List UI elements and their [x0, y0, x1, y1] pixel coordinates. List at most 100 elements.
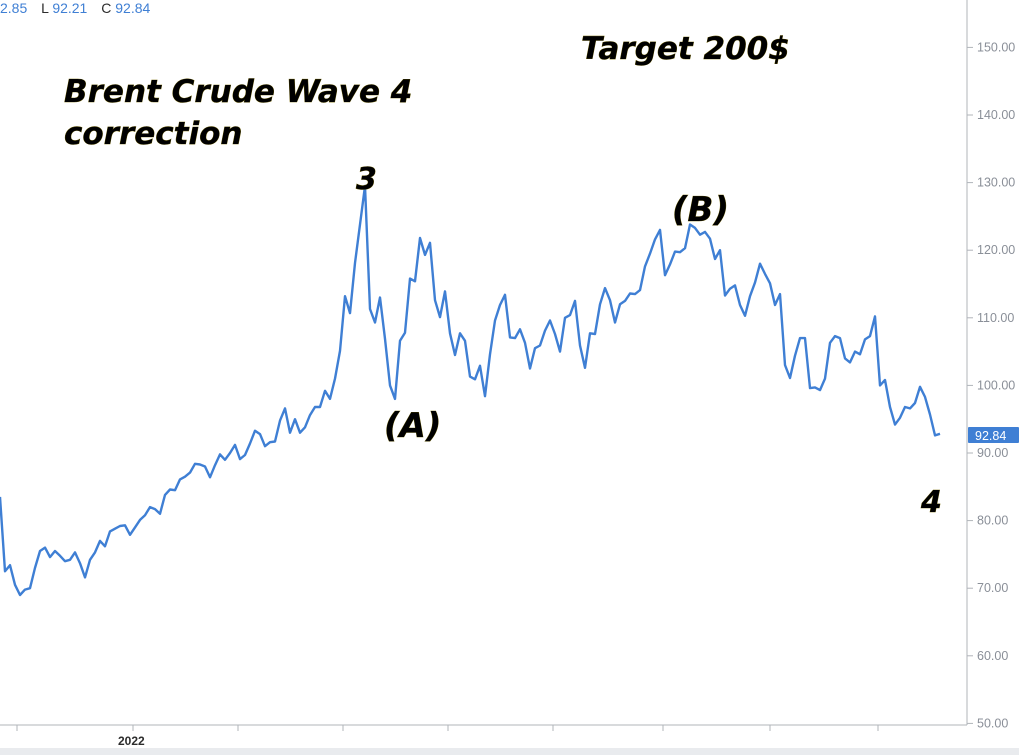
price-point [659, 229, 661, 231]
price-point [89, 559, 91, 561]
price-point [174, 489, 176, 491]
price-point [829, 342, 831, 344]
price-point [244, 454, 246, 456]
price-point [834, 335, 836, 337]
y-tick-label: 80.00 [977, 514, 1008, 528]
price-point [849, 361, 851, 363]
price-point [374, 322, 376, 324]
price-point [539, 345, 541, 347]
price-point [844, 357, 846, 359]
price-point [184, 476, 186, 478]
price-point [99, 540, 101, 542]
price-point [654, 238, 656, 240]
last-price-tag-bg [968, 427, 1019, 443]
price-point [39, 550, 41, 552]
price-point [484, 395, 486, 397]
price-point [764, 273, 766, 275]
price-point [789, 377, 791, 379]
price-point [859, 353, 861, 355]
price-point [514, 337, 516, 339]
y-tick-label: 90.00 [977, 446, 1008, 460]
price-point [679, 251, 681, 253]
low-label: L [41, 0, 49, 16]
price-point [239, 458, 241, 460]
last-price-tag: 92.84 [968, 427, 1019, 443]
price-point [334, 378, 336, 380]
price-point [819, 389, 821, 391]
price-point [44, 547, 46, 549]
price-point [784, 364, 786, 366]
price-point [84, 576, 86, 578]
price-point [404, 332, 406, 334]
price-point [474, 378, 476, 380]
price-point [209, 476, 211, 478]
chart-title-line2: correction [64, 116, 242, 152]
price-point [649, 253, 651, 255]
x-tick-label: 2022 [118, 734, 145, 748]
price-point [199, 464, 201, 466]
price-point [544, 330, 546, 332]
price-point [194, 463, 196, 465]
price-point [639, 289, 641, 291]
price-point [149, 506, 151, 508]
price-point [604, 287, 606, 289]
price-point [439, 316, 441, 318]
y-tick-label: 120.00 [977, 243, 1015, 257]
price-point [299, 432, 301, 434]
close-label: C [101, 0, 111, 16]
price-point [509, 336, 511, 338]
price-point [114, 528, 116, 530]
price-point [159, 513, 161, 515]
bottom-scrollbar-track[interactable] [0, 748, 1019, 755]
price-point [429, 242, 431, 244]
price-point [289, 432, 291, 434]
price-point [714, 258, 716, 260]
price-point [524, 342, 526, 344]
price-point [504, 294, 506, 296]
price-point [724, 295, 726, 297]
price-point [79, 562, 81, 564]
price-point [664, 274, 666, 276]
price-point [549, 320, 551, 322]
price-point [864, 338, 866, 340]
price-point [324, 390, 326, 392]
price-point [684, 247, 686, 249]
close-value: 92.84 [115, 0, 150, 16]
price-point [804, 337, 806, 339]
price-point [754, 282, 756, 284]
price-point [139, 519, 141, 521]
price-point [719, 249, 721, 251]
price-point [444, 290, 446, 292]
price-point [459, 332, 461, 334]
low-value: 92.21 [52, 0, 87, 16]
price-point [774, 304, 776, 306]
price-point [449, 332, 451, 334]
price-point [269, 441, 271, 443]
price-point [329, 398, 331, 400]
price-point [809, 387, 811, 389]
brent-price-line [0, 184, 941, 597]
price-point [254, 430, 256, 432]
price-point [414, 280, 416, 282]
price-point [19, 594, 21, 596]
price-point [229, 452, 231, 454]
price-point [469, 376, 471, 378]
price-point [94, 551, 96, 553]
price-point [419, 237, 421, 239]
price-point [609, 299, 611, 301]
price-point [304, 426, 306, 428]
y-tick-label: 70.00 [977, 581, 1008, 595]
price-point [584, 367, 586, 369]
price-point [24, 589, 26, 591]
price-point [869, 335, 871, 337]
price-point [889, 406, 891, 408]
price-point [179, 478, 181, 480]
price-point [224, 459, 226, 461]
y-tick-label: 60.00 [977, 649, 1008, 663]
y-tick-label: 130.00 [977, 176, 1015, 190]
price-point [464, 340, 466, 342]
price-point [519, 328, 521, 330]
price-point [154, 508, 156, 510]
price-point [394, 398, 396, 400]
